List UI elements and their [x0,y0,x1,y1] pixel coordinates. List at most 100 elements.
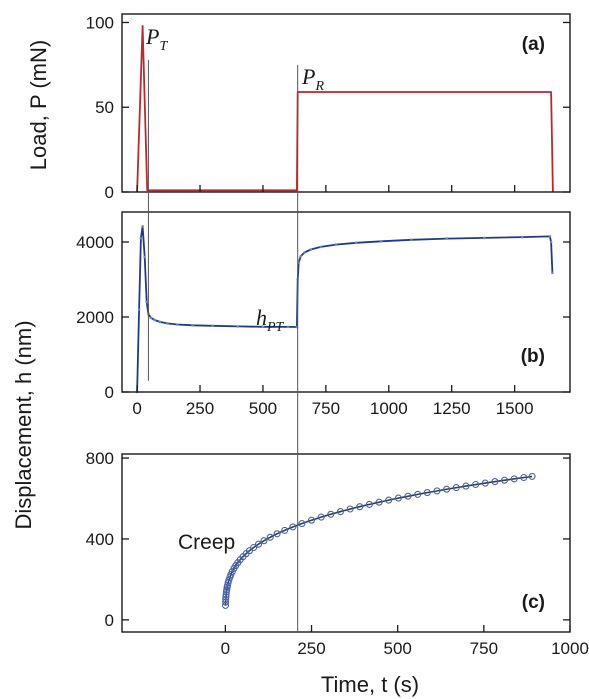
displacement-point [261,325,265,329]
y-axis-title-load: Load, P (mN) [26,40,51,170]
displacement-point [354,241,358,245]
panel-b-frame [121,211,571,393]
creep-point [404,492,412,500]
load-series-line [136,25,554,193]
panel-c: 0 400 800 0 250 500 750 1000 (c) Creep [86,449,589,658]
displacement-point [191,324,194,327]
creep-point [346,505,354,513]
panel-c-ytick-label-400: 400 [86,530,114,549]
panel-a-series [136,25,554,193]
creep-point [385,496,393,504]
panel-b-ytick-label-0: 0 [105,383,114,402]
panel-c-series [221,472,536,609]
panel-b-xtick-label-1250: 1250 [433,399,471,418]
creep-point [433,487,441,495]
creep-point [307,516,316,524]
panel-a-tag: (a) [522,34,545,55]
panel-a-frame [121,13,571,193]
panel-c-xtick-label-500: 500 [384,639,412,658]
panel-c-ytick-label-800: 800 [86,449,114,468]
y-axis-title-displacement: Displacement, h (nm) [11,320,36,529]
creep-point [222,598,230,606]
creep-point [254,540,263,548]
panel-b-series [135,225,554,394]
panel-c-tag: (c) [522,592,545,613]
displacement-point [303,251,306,254]
annotation-pr-main: P [301,64,315,89]
creep-point [528,472,536,480]
displacement-point [153,318,156,322]
displacement-point [176,323,179,326]
displacement-point [309,248,313,251]
displacement-point [137,308,141,311]
creep-point [500,476,509,484]
displacement-point [143,255,146,259]
annotation-hpt: hPT [256,305,285,335]
displacement-point [549,240,553,244]
panel-b-xtick-label-1000: 1000 [370,399,408,418]
panel-b-xtick-label-250: 250 [186,399,214,418]
creep-point [273,530,281,538]
displacement-point [139,237,143,240]
creep-point [260,537,268,545]
creep-point [336,508,345,516]
creep-point [472,480,480,489]
displacement-point [483,236,486,240]
creep-point [281,526,289,534]
annotation-pr: PR [301,64,324,94]
panel-c-frame [121,453,571,633]
displacement-point [211,324,214,328]
displacement-point [410,238,413,242]
panel-b-ytick-label-2000: 2000 [76,308,114,327]
panel-a-ticks: 0 50 100 [86,13,570,202]
annotation-pr-sub: R [314,79,324,94]
displacement-point [548,235,552,238]
creep-point [327,510,335,518]
displacement-point [166,322,169,325]
creep-point [423,489,431,497]
displacement-point [141,225,144,228]
displacement-point [149,316,153,320]
creep-point [491,478,499,486]
panel-c-xtick-label-1000: 1000 [551,639,589,658]
displacement-point [299,254,303,258]
panel-b-xtick-label-1500: 1500 [496,399,534,418]
panel-b-xtick-label-750: 750 [312,399,340,418]
panel-c-xtick-label-250: 250 [297,639,325,658]
panel-b-ytick-label-4000: 4000 [76,233,114,252]
displacement-point [445,237,449,240]
displacement-point [286,325,290,329]
annotation-pt-main: P [145,24,159,49]
creep-point [317,513,325,521]
annotation-hpt-main: h [256,305,267,330]
panel-b-xtick-label-500: 500 [249,399,277,418]
creep-point [222,595,230,603]
displacement-point [379,240,383,243]
panel-a-ytick-label-50: 50 [95,98,114,117]
panel-a-ytick-label-100: 100 [86,13,114,32]
x-axis-title-time: Time, t (s) [321,672,419,697]
panel-a-ytick-label-0: 0 [105,183,114,202]
creep-point [298,520,306,528]
creep-point [481,479,489,487]
panel-c-ytick-label-0: 0 [105,611,114,630]
panel-c-xtick-label-0: 0 [221,639,230,658]
creep-point [289,523,297,531]
displacement-point [520,235,524,239]
creep-point [510,475,518,483]
creep-point [452,484,460,492]
panel-b: 0 2000 4000 0 250 500 750 1000 1250 1500 (b) hPT [76,211,571,418]
annotation-pt: PT [145,24,168,54]
creep-point [250,543,258,552]
panel-c-ticks: 0 400 800 0 250 500 750 1000 [86,449,589,658]
displacement-point [334,243,338,246]
creep-fit-line [224,475,533,606]
displacement-point [319,245,323,249]
creep-label: Creep [178,531,235,554]
creep-point [520,473,528,482]
panel-b-ticks: 0 2000 4000 0 250 500 750 1000 1250 1500 [76,233,570,418]
creep-point [356,503,364,511]
displacement-point [158,320,162,324]
